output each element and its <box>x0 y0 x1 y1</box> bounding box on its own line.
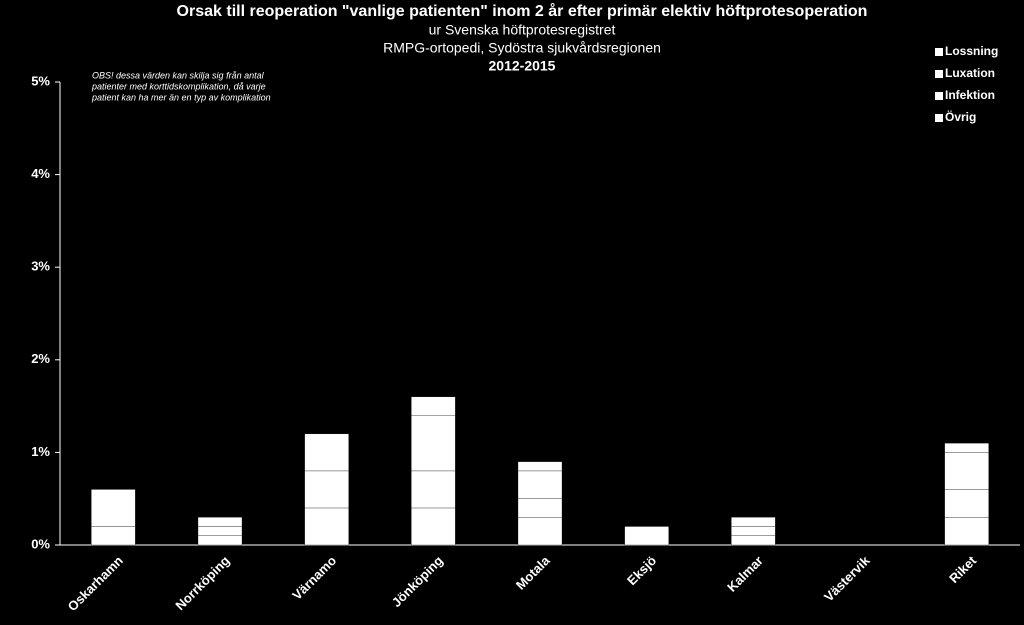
x-tick-label: Värnamo <box>289 553 339 603</box>
x-tick-label: Jönköping <box>389 553 446 610</box>
x-tick-label: Kalmar <box>724 553 766 595</box>
bar-segment <box>197 526 243 536</box>
bar-segment <box>731 517 776 527</box>
bar-segment <box>944 517 989 546</box>
y-tick-label: 5% <box>31 73 50 88</box>
bar-segment <box>517 470 563 499</box>
x-tick-label: Riket <box>946 552 980 586</box>
bar-segment <box>731 535 776 546</box>
bar-segment <box>91 526 136 546</box>
chart-subtitle: ur Svenska höftprotesregistret <box>429 22 616 38</box>
bar-segment <box>197 517 243 527</box>
chart-period: 2012-2015 <box>489 58 556 74</box>
y-tick-label: 1% <box>31 444 50 459</box>
note: patienter med korttidskomplikation, då v… <box>91 81 266 91</box>
bar-segment <box>304 507 349 546</box>
bar-segment <box>944 442 989 453</box>
legend-swatch <box>935 70 943 78</box>
bar-segment <box>517 517 563 546</box>
note: OBS! dessa värden kan skilja sig från an… <box>92 70 265 80</box>
x-tick-label: Motala <box>513 552 553 592</box>
x-tick-label: Oskarhamn <box>65 553 126 614</box>
bar-segment <box>304 433 349 472</box>
bar-segment <box>944 489 989 518</box>
bar-segment <box>304 470 349 509</box>
bar-segment <box>731 526 776 536</box>
x-tick-label: Västervik <box>821 552 873 604</box>
legend-swatch <box>935 92 943 100</box>
bar-segment <box>197 535 243 546</box>
bar-segment <box>411 507 456 546</box>
y-tick-label: 0% <box>31 536 50 551</box>
legend-swatch <box>935 114 943 122</box>
legend-label: Övrig <box>945 109 976 124</box>
bar-segment <box>624 526 669 546</box>
legend-label: Lossning <box>945 44 998 58</box>
chart-subtitle: RMPG-ortopedi, Sydöstra sjukvårdsregione… <box>383 40 661 56</box>
bar-segment <box>944 452 989 490</box>
legend-label: Luxation <box>945 66 995 80</box>
y-tick-label: 3% <box>31 259 50 274</box>
note: patient kan ha mer än en typ av komplika… <box>91 92 271 102</box>
bar-segment <box>91 489 136 527</box>
chart-title: Orsak till reoperation "vanlige patiente… <box>177 2 868 20</box>
y-tick-label: 2% <box>31 351 50 366</box>
x-tick-label: Eksjö <box>624 553 659 588</box>
legend-label: Infektion <box>945 88 995 102</box>
bar-segment <box>517 498 563 518</box>
bar-segment <box>411 415 456 472</box>
legend-swatch <box>935 48 943 56</box>
bar-segment <box>517 461 563 472</box>
bar-segment <box>411 470 456 509</box>
y-tick-label: 4% <box>31 166 50 181</box>
x-tick-label: Norrköping <box>172 553 232 613</box>
bar-segment <box>411 396 456 416</box>
